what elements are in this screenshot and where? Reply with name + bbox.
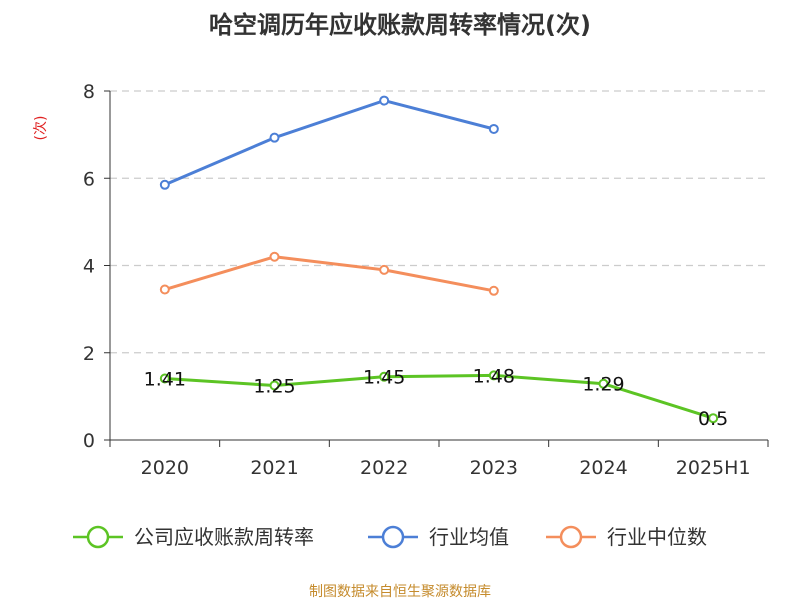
x-tick-label: 2023 — [470, 457, 518, 479]
data-point — [598, 378, 609, 389]
series-0 — [159, 370, 719, 424]
legend-marker — [381, 525, 405, 549]
x-axis-ticks: 2020 2021 2022 2023 2024 2025H1 — [109, 440, 769, 479]
chart-title: 哈空调历年应收账款周转率情况(次) — [209, 11, 591, 39]
data-label: 1.25 — [253, 375, 295, 397]
data-point — [379, 371, 390, 382]
legend-marker — [559, 525, 583, 549]
y-tick-label: 6 — [83, 168, 95, 190]
legend-item-1: 行业均值 — [368, 525, 509, 549]
data-point — [269, 251, 280, 262]
x-tick-label: 2021 — [250, 457, 298, 479]
data-point — [159, 373, 170, 384]
legend-label: 行业中位数 — [607, 525, 707, 549]
legend-item-0: 公司应收账款周转率 — [73, 525, 314, 549]
y-tick-label: 4 — [83, 256, 95, 278]
x-tick-label: 2020 — [141, 457, 189, 479]
y-axis-unit: (次) — [33, 116, 49, 141]
series-line — [164, 373, 714, 420]
data-labels: 1.41 1.25 1.45 1.48 1.29 0.5 — [144, 365, 729, 430]
data-point — [159, 179, 170, 190]
y-tick-label: 8 — [83, 81, 95, 103]
x-tick-label: 2024 — [579, 457, 627, 479]
series-line — [164, 255, 495, 293]
data-point — [379, 264, 390, 275]
data-point — [379, 95, 390, 106]
data-label: 1.41 — [144, 368, 186, 390]
data-point — [708, 413, 719, 424]
data-label: 0.5 — [698, 408, 728, 430]
legend-item-2: 行业中位数 — [546, 525, 707, 549]
data-point — [269, 380, 280, 391]
data-point — [488, 123, 499, 134]
x-tick-label: 2022 — [360, 457, 408, 479]
y-tick-label: 0 — [83, 430, 95, 452]
data-label: 1.29 — [582, 374, 624, 396]
legend-label: 公司应收账款周转率 — [134, 525, 314, 549]
grid-lines — [110, 90, 768, 354]
legend: 公司应收账款周转率 行业均值 行业中位数 — [73, 525, 707, 549]
series-1 — [159, 95, 499, 190]
data-label: 1.45 — [363, 367, 405, 389]
legend-marker — [86, 525, 110, 549]
data-point — [269, 132, 280, 143]
data-point — [488, 285, 499, 296]
series-2 — [159, 251, 499, 296]
y-tick-label: 2 — [83, 343, 95, 365]
data-label: 1.48 — [473, 365, 515, 387]
x-tick-label: 2025H1 — [676, 457, 751, 479]
series-line — [164, 99, 495, 187]
data-point — [159, 284, 170, 295]
series-layer — [159, 95, 719, 424]
data-point — [488, 370, 499, 381]
y-axis-ticks: 0 2 4 6 8 — [83, 81, 110, 452]
source-note: 制图数据来自恒生聚源数据库 — [309, 584, 491, 600]
legend-label: 行业均值 — [429, 525, 509, 549]
